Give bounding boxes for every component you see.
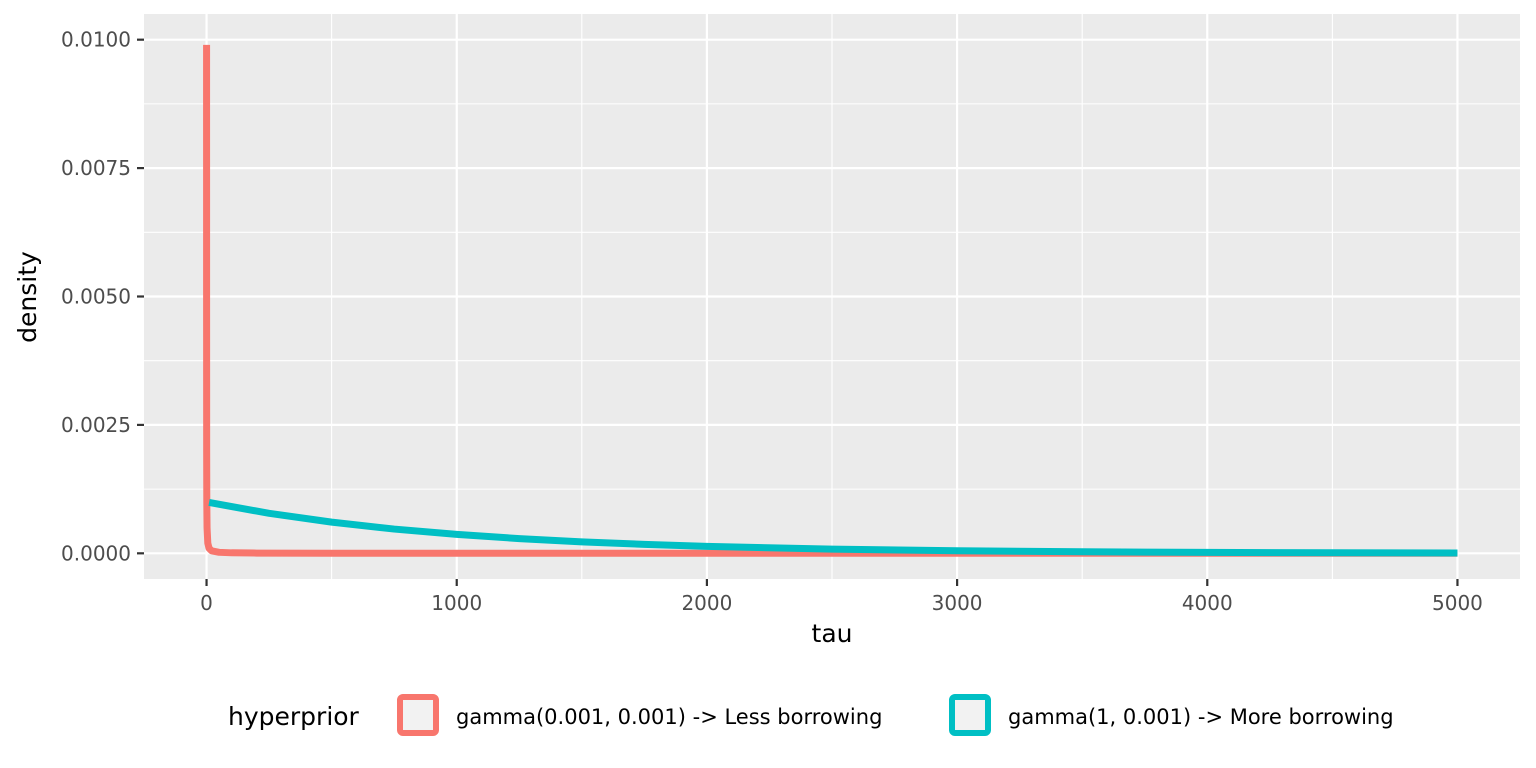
x-tick-label: 0 bbox=[200, 591, 213, 615]
legend-title: hyperprior bbox=[228, 702, 360, 731]
legend-label-series-2: gamma(1, 0.001) -> More borrowing bbox=[1008, 705, 1394, 729]
series-layer bbox=[203, 44, 1458, 557]
x-tick-label: 4000 bbox=[1182, 591, 1233, 615]
y-tick-label: 0.0025 bbox=[61, 413, 131, 437]
x-tick-label: 2000 bbox=[681, 591, 732, 615]
y-axis: 0.0000 0.0025 0.0050 0.0075 0.0100 bbox=[61, 28, 144, 565]
x-axis: 0 1000 2000 3000 4000 5000 bbox=[200, 579, 1483, 615]
legend-key-series-1 bbox=[397, 694, 439, 736]
legend: hyperprior gamma(0.001, 0.001) -> Less b… bbox=[228, 694, 1394, 736]
x-tick-label: 5000 bbox=[1432, 591, 1483, 615]
legend-key-series-2 bbox=[949, 694, 991, 736]
y-tick-label: 0.0000 bbox=[61, 541, 131, 565]
y-tick-label: 0.0050 bbox=[61, 285, 131, 309]
series-line-1 bbox=[203, 44, 1458, 557]
y-axis-title: density bbox=[13, 251, 42, 343]
series-line-2 bbox=[208, 499, 1458, 557]
x-tick-label: 3000 bbox=[932, 591, 983, 615]
y-tick-label: 0.0100 bbox=[61, 28, 131, 52]
y-tick-label: 0.0075 bbox=[61, 156, 131, 180]
legend-label-series-1: gamma(0.001, 0.001) -> Less borrowing bbox=[456, 705, 882, 729]
x-tick-label: 1000 bbox=[431, 591, 482, 615]
x-axis-title: tau bbox=[812, 619, 853, 648]
